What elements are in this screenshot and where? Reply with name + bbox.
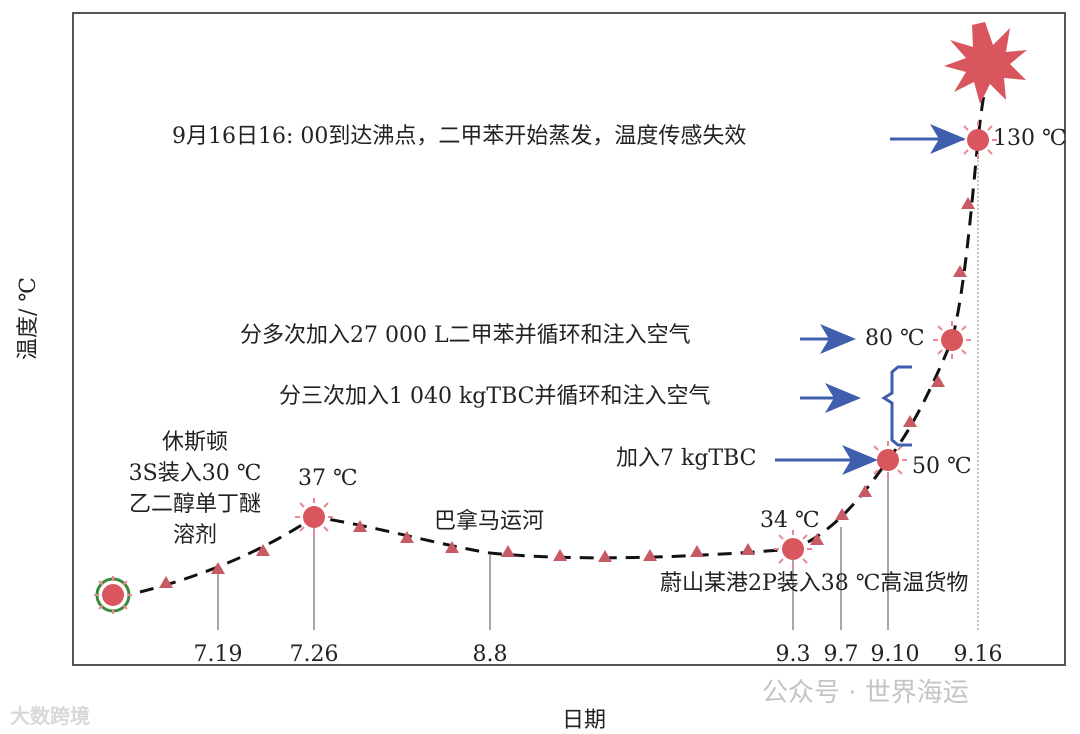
label-80: 80 ℃ <box>865 326 925 351</box>
xylene-annotation: 分多次加入27 000 L二甲苯并循环和注入空气 <box>240 323 691 348</box>
plot-frame <box>72 12 1066 666</box>
x-tick: 9.16 <box>953 642 1003 667</box>
x-tick: 7.19 <box>193 642 243 667</box>
point-80-marker-icon <box>932 320 972 360</box>
houston-line-3: 乙二醇单丁醚 <box>128 492 261 517</box>
label-37: 37 ℃ <box>298 466 358 491</box>
explosion-icon <box>944 22 1027 104</box>
annotation-arrows <box>775 124 966 475</box>
label-50: 50 ℃ <box>912 454 972 479</box>
x-axis-label: 日期 <box>562 708 607 733</box>
houston-line-1: 休斯顿 <box>161 430 228 455</box>
label-130: 130 ℃ <box>993 126 1067 151</box>
panama-annotation: 巴拿马运河 <box>434 509 545 534</box>
label-34: 34 ℃ <box>760 508 820 533</box>
houston-line-2: 3S装入30 ℃ <box>128 461 262 486</box>
houston-annotation: 休斯顿 3S装入30 ℃ 乙二醇单丁醚 溶剂 <box>100 427 290 551</box>
x-tick: 9.3 <box>775 642 811 667</box>
boiling-point-annotation: 9月16日16: 00到达沸点，二甲苯开始蒸发，温度传感失效 <box>172 124 747 149</box>
x-tick: 9.7 <box>823 642 859 667</box>
watermark-right: 公众号 · 世界海运 <box>762 678 969 708</box>
weishan-annotation: 蔚山某港2P装入38 ℃高温货物 <box>660 571 969 596</box>
date-drop-lines <box>217 140 979 630</box>
x-tick: 8.8 <box>472 642 508 667</box>
tbc-seven-annotation: 加入7 kgTBC <box>616 446 757 471</box>
tbc-three-annotation: 分三次加入1 040 kgTBC并循环和注入空气 <box>279 384 711 409</box>
x-tick: 7.26 <box>289 642 339 667</box>
start-marker-icon <box>93 575 133 615</box>
houston-line-4: 溶剂 <box>172 523 217 548</box>
watermark-left: 大数跨境 <box>10 704 90 728</box>
y-axis-label: 温度/ ℃ <box>16 276 41 360</box>
x-tick: 9.10 <box>870 642 920 667</box>
